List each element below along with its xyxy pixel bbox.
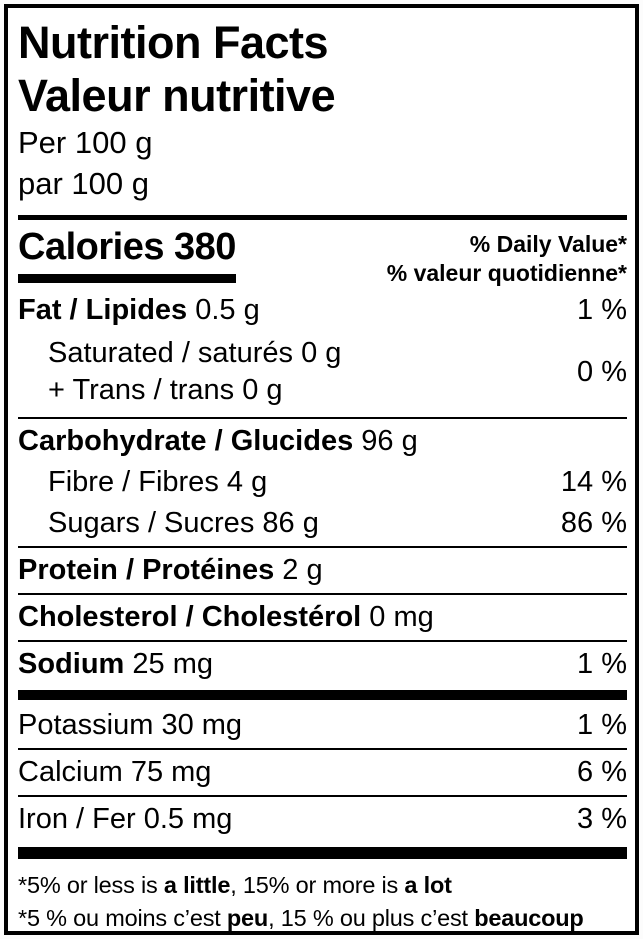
calories-label: Calories xyxy=(18,226,164,268)
footnote-fr-seg1: *5 % ou moins c’est xyxy=(18,904,227,931)
nutrient-label: Fat / Lipides xyxy=(18,294,188,326)
calories-text: Calories 380 xyxy=(18,226,236,268)
nutrient-amount: 0 g xyxy=(242,374,283,406)
saturated-trans-lines: Saturated / saturés 0 g + Trans / trans … xyxy=(18,335,341,409)
divider xyxy=(18,546,627,548)
nutrient-name-iron: Iron / Fer 0.5 mg xyxy=(18,803,232,836)
nutrient-amount: 0 mg xyxy=(369,601,434,633)
footnote-fr-seg3: , 15 % ou plus c’est xyxy=(268,904,475,931)
nutrient-amount: 4 g xyxy=(226,466,268,498)
nutrient-label: Sodium xyxy=(18,648,125,680)
footnote-fr: *5 % ou moins c’est peu, 15 % ou plus c’… xyxy=(18,902,627,932)
title-en: Nutrition Facts xyxy=(18,17,329,68)
nutrient-row-iron: Iron / Fer 0.5 mg 3 % xyxy=(18,797,627,842)
daily-value-fat: 1 % xyxy=(577,294,627,326)
nutrient-row-carbohydrate: Carbohydrate / Glucides 96 g xyxy=(18,419,627,464)
nutrient-row-cholesterol: Cholesterol / Cholestérol 0 mg xyxy=(18,595,627,640)
nutrient-label: Saturated / saturés xyxy=(48,337,294,369)
nutrient-amount: 2 g xyxy=(282,554,323,586)
nutrient-row-trans: + Trans / trans 0 g xyxy=(18,372,341,409)
nutrient-row-protein: Protein / Protéines 2 g xyxy=(18,548,627,593)
nutrient-name-fat: Fat / Lipides 0.5 g xyxy=(18,294,260,327)
nutrient-name-fibre: Fibre / Fibres 4 g xyxy=(18,466,267,499)
nutrient-amount: 75 mg xyxy=(130,756,212,788)
nutrient-amount: 25 mg xyxy=(132,648,214,680)
nutrient-row-calcium: Calcium 75 mg 6 % xyxy=(18,750,627,795)
daily-value-header: % Daily Value* % valeur quotidienne* xyxy=(387,225,627,288)
nutrient-name-potassium: Potassium 30 mg xyxy=(18,709,242,742)
nutrient-amount: 86 g xyxy=(262,507,319,539)
nutrient-row-fibre: Fibre / Fibres 4 g 14 % xyxy=(18,464,627,505)
nutrient-label: Cholesterol / Cholestérol xyxy=(18,601,362,633)
divider xyxy=(18,593,627,595)
nutrient-label: Fibre / Fibres xyxy=(48,466,219,498)
nutrient-name-carbohydrate: Carbohydrate / Glucides 96 g xyxy=(18,425,418,458)
nutrient-label: Iron / Fer xyxy=(18,803,136,835)
nutrition-facts-label: Nutrition Facts Valeur nutritive Per 100… xyxy=(4,4,639,935)
nutrient-name-calcium: Calcium 75 mg xyxy=(18,756,211,789)
nutrient-label: Calcium xyxy=(18,756,123,788)
footnote-fr-peu: peu xyxy=(226,904,269,931)
footnote-en: *5% or less is a little, 15% or more is … xyxy=(18,869,627,902)
calories-value: 380 xyxy=(174,226,236,268)
footnote-en-seg3: , 15% or more is xyxy=(230,872,405,898)
footnote-en-a-lot: a lot xyxy=(404,872,452,898)
nutrient-amount: 96 g xyxy=(361,425,418,457)
divider-medium xyxy=(18,215,627,220)
daily-value-fibre: 14 % xyxy=(560,466,627,498)
daily-value-header-en: % Daily Value* xyxy=(469,231,627,257)
footnote-en-a-little: a little xyxy=(163,872,231,898)
calories-block: Calories 380 xyxy=(18,225,236,283)
title-fr: Valeur nutritive xyxy=(18,70,336,121)
calories-underline-bar xyxy=(18,274,236,283)
nutrient-group-saturated-trans: Saturated / saturés 0 g + Trans / trans … xyxy=(18,333,627,417)
nutrient-amount: 30 mg xyxy=(161,709,243,741)
nutrient-label: + Trans / trans xyxy=(48,374,235,406)
nutrient-row-potassium: Potassium 30 mg 1 % xyxy=(18,703,627,748)
nutrient-label: Sugars / Sucres xyxy=(48,507,255,539)
divider xyxy=(18,640,627,642)
nutrient-name-cholesterol: Cholesterol / Cholestérol 0 mg xyxy=(18,601,434,634)
divider xyxy=(18,795,627,797)
divider-thick xyxy=(18,847,627,859)
nutrient-name-sugars: Sugars / Sucres 86 g xyxy=(18,507,319,540)
serving-size-en: Per 100 g xyxy=(18,125,153,160)
daily-value-iron: 3 % xyxy=(577,803,627,835)
divider-thick xyxy=(18,690,627,700)
divider xyxy=(18,748,627,750)
nutrient-name-protein: Protein / Protéines 2 g xyxy=(18,554,323,587)
serving-size-fr: par 100 g xyxy=(18,166,149,201)
nutrient-row-sugars: Sugars / Sucres 86 g 86 % xyxy=(18,505,627,546)
daily-value-sugars: 86 % xyxy=(560,507,627,539)
nutrient-label: Protein / Protéines xyxy=(18,554,275,586)
nutrient-label: Carbohydrate / Glucides xyxy=(18,425,354,457)
daily-value-potassium: 1 % xyxy=(577,709,627,741)
calories-row: Calories 380 % Daily Value* % valeur quo… xyxy=(18,225,627,288)
daily-value-saturated-trans: 0 % xyxy=(577,355,627,388)
daily-value-calcium: 6 % xyxy=(577,756,627,788)
footnote-fr-beaucoup: beaucoup xyxy=(474,904,584,931)
daily-value-header-fr: % valeur quotidienne* xyxy=(386,260,627,286)
divider xyxy=(18,417,627,419)
footnote-en-seg1: *5% or less is xyxy=(18,872,164,898)
nutrient-name-sodium: Sodium 25 mg xyxy=(18,648,213,681)
nutrient-amount: 0.5 g xyxy=(195,294,260,326)
footnotes: *5% or less is a little, 15% or more is … xyxy=(18,865,627,932)
nutrient-row-fat: Fat / Lipides 0.5 g 1 % xyxy=(18,288,627,333)
nutrient-row-saturated: Saturated / saturés 0 g xyxy=(18,335,341,372)
nutrient-row-sodium: Sodium 25 mg 1 % xyxy=(18,642,627,687)
nutrient-label: Potassium xyxy=(18,709,154,741)
nutrient-amount: 0 g xyxy=(301,337,342,369)
nutrient-amount: 0.5 mg xyxy=(143,803,233,835)
daily-value-sodium: 1 % xyxy=(577,648,627,680)
